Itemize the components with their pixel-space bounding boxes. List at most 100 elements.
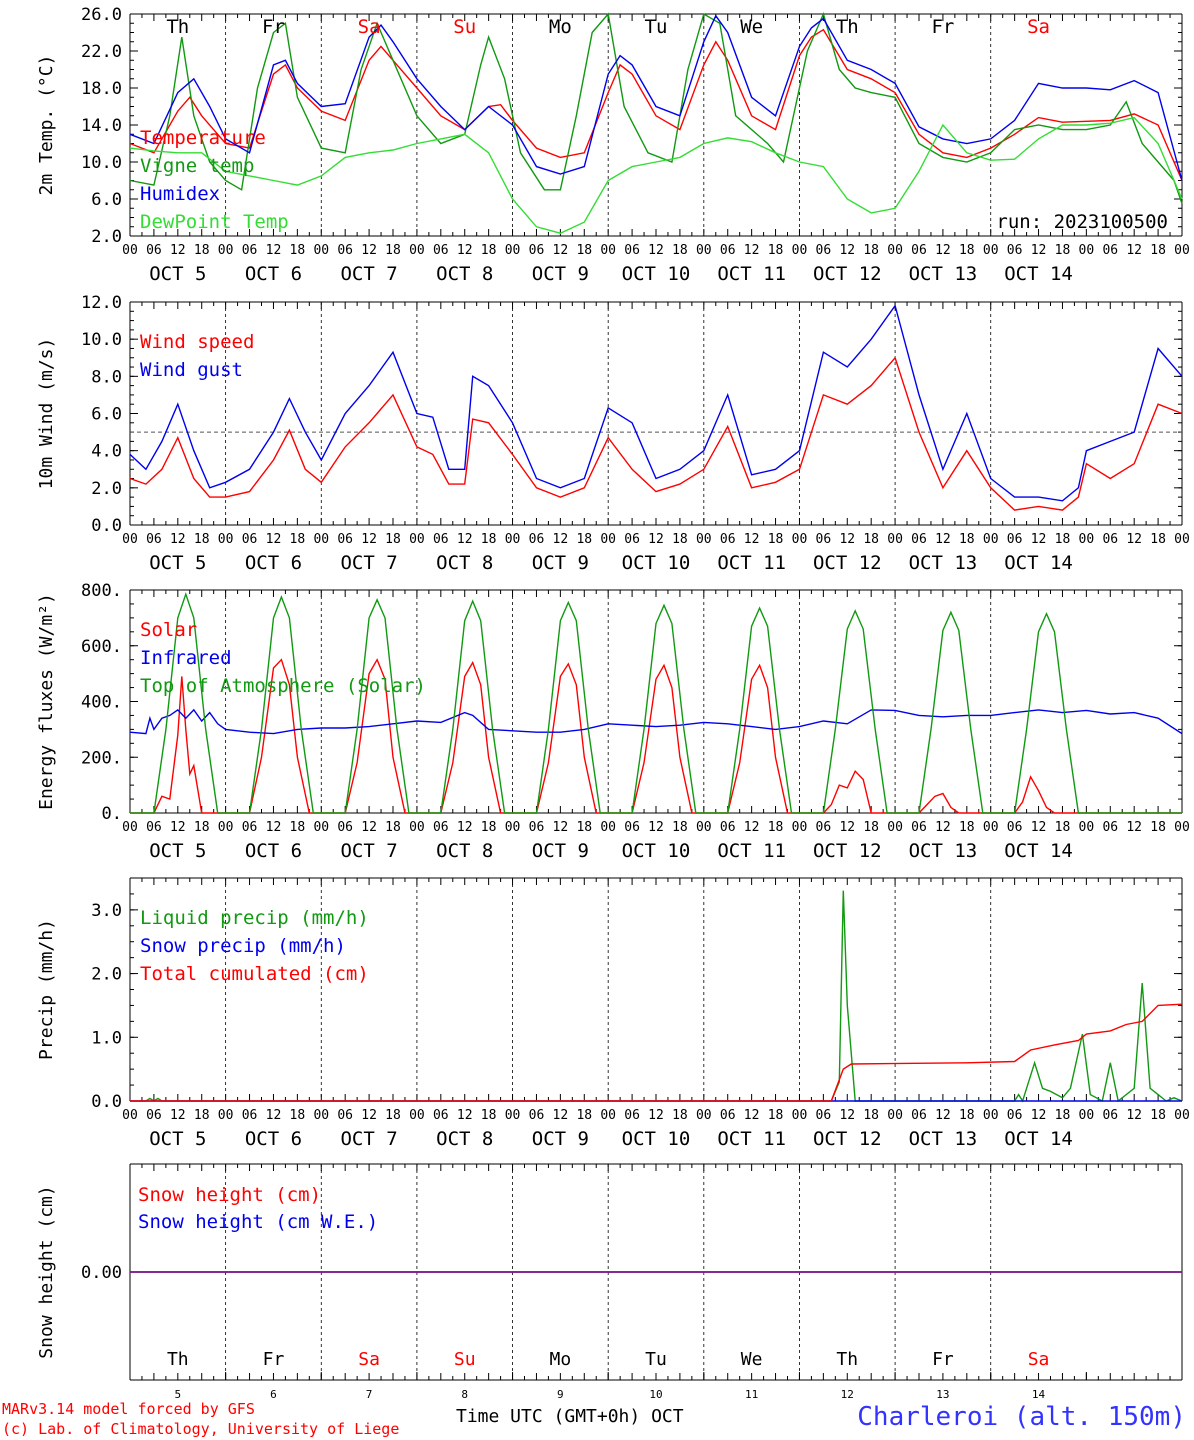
hour-tick-label: 18 — [290, 1108, 306, 1123]
day-abbr-bottom: Fr — [932, 1349, 954, 1370]
hour-tick-label: 00 — [409, 1108, 425, 1123]
legend-entry: Snow precip (mm/h) — [140, 935, 346, 957]
hour-tick-label: 06 — [1007, 1108, 1023, 1123]
hour-tick-label: 18 — [672, 532, 688, 547]
y-tick-label: 0.0 — [91, 516, 122, 536]
day-abbr: Fr — [262, 16, 285, 38]
series-dewpoint-temp — [129, 116, 1183, 234]
date-label: OCT 7 — [340, 840, 397, 862]
date-label: OCT 13 — [909, 552, 978, 574]
legend-entry: Infrared — [140, 647, 232, 669]
hour-tick-label: 18 — [959, 1108, 975, 1123]
hour-tick-label: 00 — [792, 1108, 808, 1123]
hour-tick-label: 06 — [816, 1108, 832, 1123]
day-abbr: Sa — [358, 16, 381, 38]
hour-tick-label: 00 — [505, 1108, 521, 1123]
hour-tick-label: 00 — [409, 532, 425, 547]
date-label: OCT 9 — [532, 263, 589, 285]
hour-tick-label: 06 — [1102, 532, 1118, 547]
date-label: OCT 7 — [340, 263, 397, 285]
date-label: OCT 6 — [245, 552, 302, 574]
hour-tick-label: 00 — [983, 1108, 999, 1123]
hour-tick-label: 06 — [720, 532, 736, 547]
date-label: OCT 9 — [532, 1128, 589, 1150]
hour-tick-label: 12 — [744, 1108, 760, 1123]
hour-tick-label: 18 — [1150, 243, 1166, 258]
hour-tick-label: 12 — [1031, 820, 1047, 835]
day-abbr: Tu — [645, 16, 668, 38]
day-number: 9 — [557, 1388, 564, 1401]
hour-tick-label: 18 — [481, 1108, 497, 1123]
hour-tick-label: 00 — [792, 532, 808, 547]
y-tick-label: 8.0 — [91, 367, 122, 387]
hour-tick-label: 00 — [1079, 820, 1095, 835]
y-tick-label: 0.00 — [81, 1263, 122, 1283]
lab-credit: (c) Lab. of Climatology, University of L… — [2, 1420, 400, 1438]
day-abbr-bottom: Tu — [645, 1349, 667, 1370]
hour-tick-label: 12 — [648, 1108, 664, 1123]
hour-tick-label: 00 — [983, 820, 999, 835]
hour-tick-label: 00 — [792, 243, 808, 258]
hour-tick-label: 12 — [935, 532, 951, 547]
hour-tick-label: 06 — [146, 532, 162, 547]
hour-tick-label: 18 — [959, 532, 975, 547]
hour-tick-label: 12 — [1126, 532, 1142, 547]
day-abbr-bottom: Sa — [1028, 1349, 1050, 1370]
hour-tick-label: 18 — [768, 820, 784, 835]
hour-tick-label: 12 — [1126, 1108, 1142, 1123]
hour-tick-label: 12 — [744, 532, 760, 547]
hour-tick-label: 18 — [672, 1108, 688, 1123]
panel-snow: 0.00 Snow height (cm) Snow height (cm) Snow… — [36, 1163, 1183, 1401]
day-abbr-bottom: We — [741, 1349, 763, 1370]
hour-tick-label: 00 — [505, 532, 521, 547]
day-number: 7 — [366, 1388, 373, 1401]
y-axis-label: Snow height (cm) — [36, 1185, 57, 1358]
hour-tick-label: 00 — [1174, 1108, 1190, 1123]
hour-tick-label: 06 — [1102, 820, 1118, 835]
hour-tick-label: 12 — [553, 1108, 569, 1123]
day-abbr: Sa — [1027, 16, 1050, 38]
hour-tick-label: 00 — [600, 532, 616, 547]
day-number: 6 — [270, 1388, 277, 1401]
run-label: run: 2023100500 — [996, 211, 1168, 233]
hour-tick-label: 18 — [1150, 532, 1166, 547]
hour-tick-label: 12 — [553, 532, 569, 547]
hour-tick-label: 18 — [385, 820, 401, 835]
hour-tick-label: 06 — [337, 820, 353, 835]
hour-tick-label: 18 — [1055, 1108, 1071, 1123]
day-abbr-bottom: Th — [167, 1349, 189, 1370]
y-tick-label: 10.0 — [81, 153, 122, 173]
day-number: 13 — [936, 1388, 949, 1401]
hour-tick-label: 12 — [553, 243, 569, 258]
date-label: OCT 5 — [149, 552, 206, 574]
series-vigne-temp — [129, 11, 1183, 204]
series-wind-speed — [129, 356, 1183, 511]
y-axis-label: 2m Temp. (°C) — [36, 55, 57, 196]
legend-entry: Wind speed — [140, 331, 254, 353]
hour-tick-label: 12 — [266, 532, 282, 547]
hour-tick-label: 06 — [433, 820, 449, 835]
hour-tick-label: 18 — [576, 1108, 592, 1123]
hour-tick-label: 06 — [433, 532, 449, 547]
hour-tick-label: 18 — [576, 532, 592, 547]
hour-tick-label: 00 — [1174, 820, 1190, 835]
hour-tick-label: 12 — [361, 243, 377, 258]
y-tick-label: 0.0 — [91, 1092, 122, 1112]
y-axis-label: Energy fluxes (W/m²) — [36, 593, 57, 810]
hour-tick-label: 06 — [1007, 243, 1023, 258]
hour-tick-label: 06 — [720, 820, 736, 835]
day-number: 14 — [1032, 1388, 1046, 1401]
hour-tick-label: 00 — [600, 820, 616, 835]
date-label: OCT 11 — [717, 840, 786, 862]
hour-tick-label: 12 — [744, 243, 760, 258]
hour-tick-label: 00 — [696, 1108, 712, 1123]
day-abbr: Fr — [931, 16, 954, 38]
hour-tick-label: 18 — [863, 820, 879, 835]
date-label: OCT 14 — [1004, 552, 1073, 574]
hour-tick-label: 00 — [122, 820, 138, 835]
hour-tick-label: 00 — [696, 532, 712, 547]
hour-tick-label: 12 — [170, 243, 186, 258]
hour-tick-label: 18 — [576, 243, 592, 258]
hour-tick-label: 00 — [409, 820, 425, 835]
